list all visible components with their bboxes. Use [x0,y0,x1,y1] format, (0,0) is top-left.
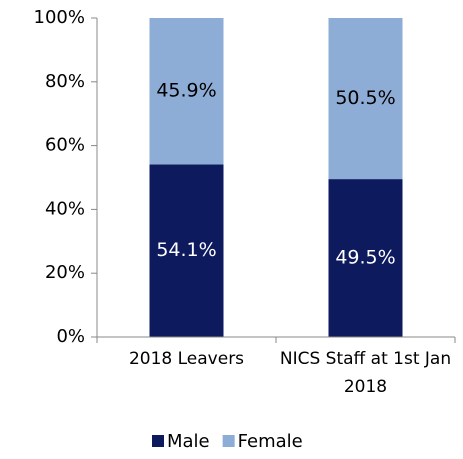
bar-segment [328,18,403,180]
data-label: 50.5% [335,87,395,109]
y-tick-label: 20% [45,262,85,283]
y-tick-label: 80% [45,71,85,92]
data-label: 45.9% [156,80,216,102]
bar-segment [328,179,403,337]
data-label: 54.1% [156,239,216,261]
legend-label: Male [167,431,210,452]
legend-label: Female [238,431,303,452]
x-tick-label: NICS Staff at 1st Jan 2018 [279,349,452,397]
x-tick-label-box: 2018 Leavers [128,349,245,369]
data-label: 49.5% [335,247,395,269]
bar-segment [149,164,224,337]
x-tick-label: 2018 Leavers [128,349,245,369]
y-tick-label: 100% [34,7,85,28]
y-tick-label: 60% [45,135,85,156]
legend-swatch [222,435,235,447]
x-tick-label-box: NICS Staff at 1st Jan 2018 [279,349,452,397]
bar-segment [149,18,224,165]
y-tick-label: 40% [45,198,85,219]
y-tick-label: 0% [56,326,85,347]
legend-swatch [152,435,164,447]
